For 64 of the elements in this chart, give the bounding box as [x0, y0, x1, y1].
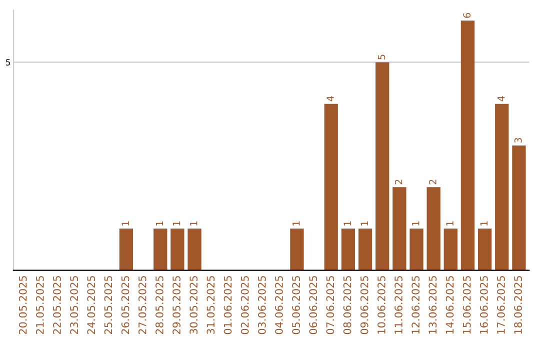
x-tick-label: 08.06.2025 — [343, 276, 352, 334]
bar — [119, 228, 134, 270]
x-tick-label: 25.05.2025 — [104, 276, 112, 334]
x-tick-label: 11.06.2025 — [394, 276, 402, 334]
x-tick-label: 21.05.2025 — [36, 276, 44, 334]
data-label: 1 — [412, 221, 420, 226]
bar — [324, 104, 338, 270]
x-tick-label: 31.05.2025 — [206, 276, 215, 334]
x-tick-label: 09.06.2025 — [360, 276, 368, 334]
data-label: 6 — [463, 12, 471, 18]
bar — [170, 228, 184, 270]
data-label: 1 — [190, 221, 198, 226]
x-tick-label: 01.06.2025 — [224, 276, 232, 334]
bar — [154, 228, 168, 270]
bar — [358, 228, 372, 270]
x-tick-label: 22.05.2025 — [53, 276, 61, 334]
x-tick-label: 27.05.2025 — [138, 276, 146, 334]
x-tick-label: 23.05.2025 — [70, 276, 78, 334]
bar — [392, 187, 406, 270]
data-label: 1 — [173, 221, 180, 226]
x-tick-label: 10.06.2025 — [377, 276, 386, 334]
bar — [495, 104, 509, 270]
x-tick-label: 18.06.2025 — [514, 276, 522, 334]
x-tick-label: 14.06.2025 — [446, 276, 454, 334]
bar — [426, 187, 440, 270]
x-tick-label: 26.05.2025 — [121, 276, 130, 334]
x-tick-label: 15.06.2025 — [462, 276, 471, 334]
bar — [376, 62, 390, 270]
data-label: 1 — [156, 221, 164, 226]
x-tick-label: 28.05.2025 — [156, 276, 164, 334]
data-label: 2 — [394, 180, 402, 184]
bar — [478, 228, 492, 270]
data-label: 2 — [429, 180, 436, 184]
x-tick-label: 24.05.2025 — [87, 276, 96, 334]
bar — [341, 228, 356, 270]
x-tick-label: 02.06.2025 — [240, 276, 249, 334]
bar — [290, 228, 304, 270]
bar — [460, 20, 475, 270]
bar — [444, 228, 458, 270]
data-label: 1 — [360, 221, 368, 226]
data-label: 1 — [480, 221, 488, 226]
x-tick-label: 12.06.2025 — [412, 276, 420, 334]
x-tick-label: 05.06.2025 — [292, 276, 300, 334]
data-label: 5 — [378, 54, 386, 60]
x-tick-label: 29.05.2025 — [172, 276, 180, 334]
bar — [410, 228, 424, 270]
x-tick-label: 06.06.2025 — [309, 276, 318, 334]
x-tick-label: 16.06.2025 — [480, 276, 488, 334]
data-label: 1 — [446, 221, 454, 226]
x-tick-label: 07.06.2025 — [326, 276, 334, 334]
x-tick-label: 30.05.2025 — [190, 276, 198, 334]
data-label: 1 — [292, 221, 300, 226]
x-tick-label: 04.06.2025 — [275, 276, 283, 334]
data-label: 3 — [514, 138, 522, 143]
bar — [188, 228, 202, 270]
data-label: 4 — [497, 96, 505, 102]
data-label: 1 — [122, 221, 129, 226]
x-tick-label: 03.06.2025 — [258, 276, 266, 334]
x-tick-label: 20.05.2025 — [18, 276, 27, 334]
bar — [512, 145, 526, 270]
x-tick-label: 13.06.2025 — [428, 276, 437, 334]
x-tick-label: 17.06.2025 — [497, 276, 505, 334]
data-label: 4 — [326, 96, 334, 102]
data-label: 1 — [344, 221, 351, 226]
